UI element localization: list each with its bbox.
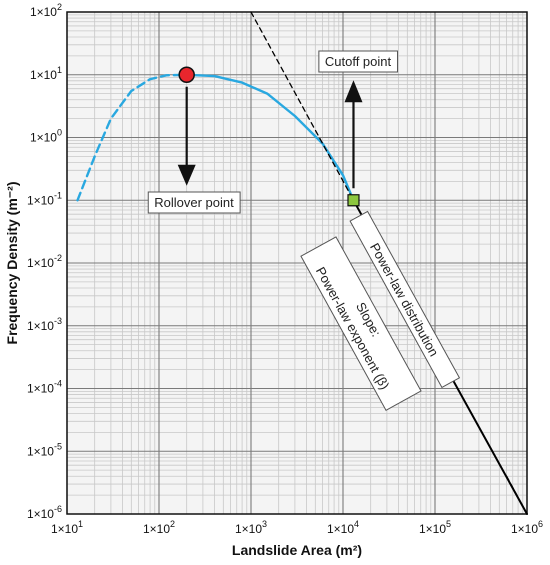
x-tick-label: 1×102: [143, 519, 175, 536]
rollover-label: Rollover point: [154, 195, 234, 210]
cutoff-point-marker: [347, 194, 360, 207]
rollover-label-box: [147, 191, 241, 214]
x-tick-label: 1×103: [235, 519, 267, 536]
x-tick-label: 1×104: [327, 519, 359, 536]
y-tick-label: 1×10-3: [27, 316, 62, 333]
x-tick-label: 1×101: [51, 519, 83, 536]
slope-label-box: [300, 236, 422, 411]
y-tick-label: 1×102: [30, 2, 62, 19]
series-line-0: [76, 73, 188, 202]
series-line-3: [250, 11, 355, 201]
series-line-1: [185, 73, 355, 202]
plot-frame: [66, 11, 528, 515]
x-axis-title: Landslide Area (m²): [232, 542, 362, 558]
y-tick-label: 1×101: [30, 65, 62, 82]
y-tick-label: 1×100: [30, 128, 62, 145]
tick-labels: 1×101 1×102 1×103 1×104 1×105 1×106 1×102 1×101…: [27, 2, 543, 536]
y-tick-label: 1×10-5: [27, 441, 62, 458]
y-axis-title: Frequency Density (m⁻²): [4, 182, 20, 345]
series-line-4: [505, 475, 528, 515]
y-tick-label: 1×10-4: [27, 379, 62, 396]
y-tick-label: 1×10-2: [27, 253, 62, 270]
y-tick-label: 1×10-1: [27, 190, 62, 207]
rollover-arrow-head: [177, 164, 196, 186]
x-tick-label: 1×106: [511, 519, 543, 536]
x-tick-label: 1×105: [419, 519, 451, 536]
powerlaw-label-box: [349, 210, 461, 389]
cutoff-arrow-head: [344, 80, 363, 103]
cutoff-label-box: [318, 50, 399, 73]
rollover-point-marker: [178, 66, 195, 83]
cutoff-label: Cutoff point: [325, 54, 392, 69]
y-tick-label: 1×10-6: [27, 504, 62, 521]
